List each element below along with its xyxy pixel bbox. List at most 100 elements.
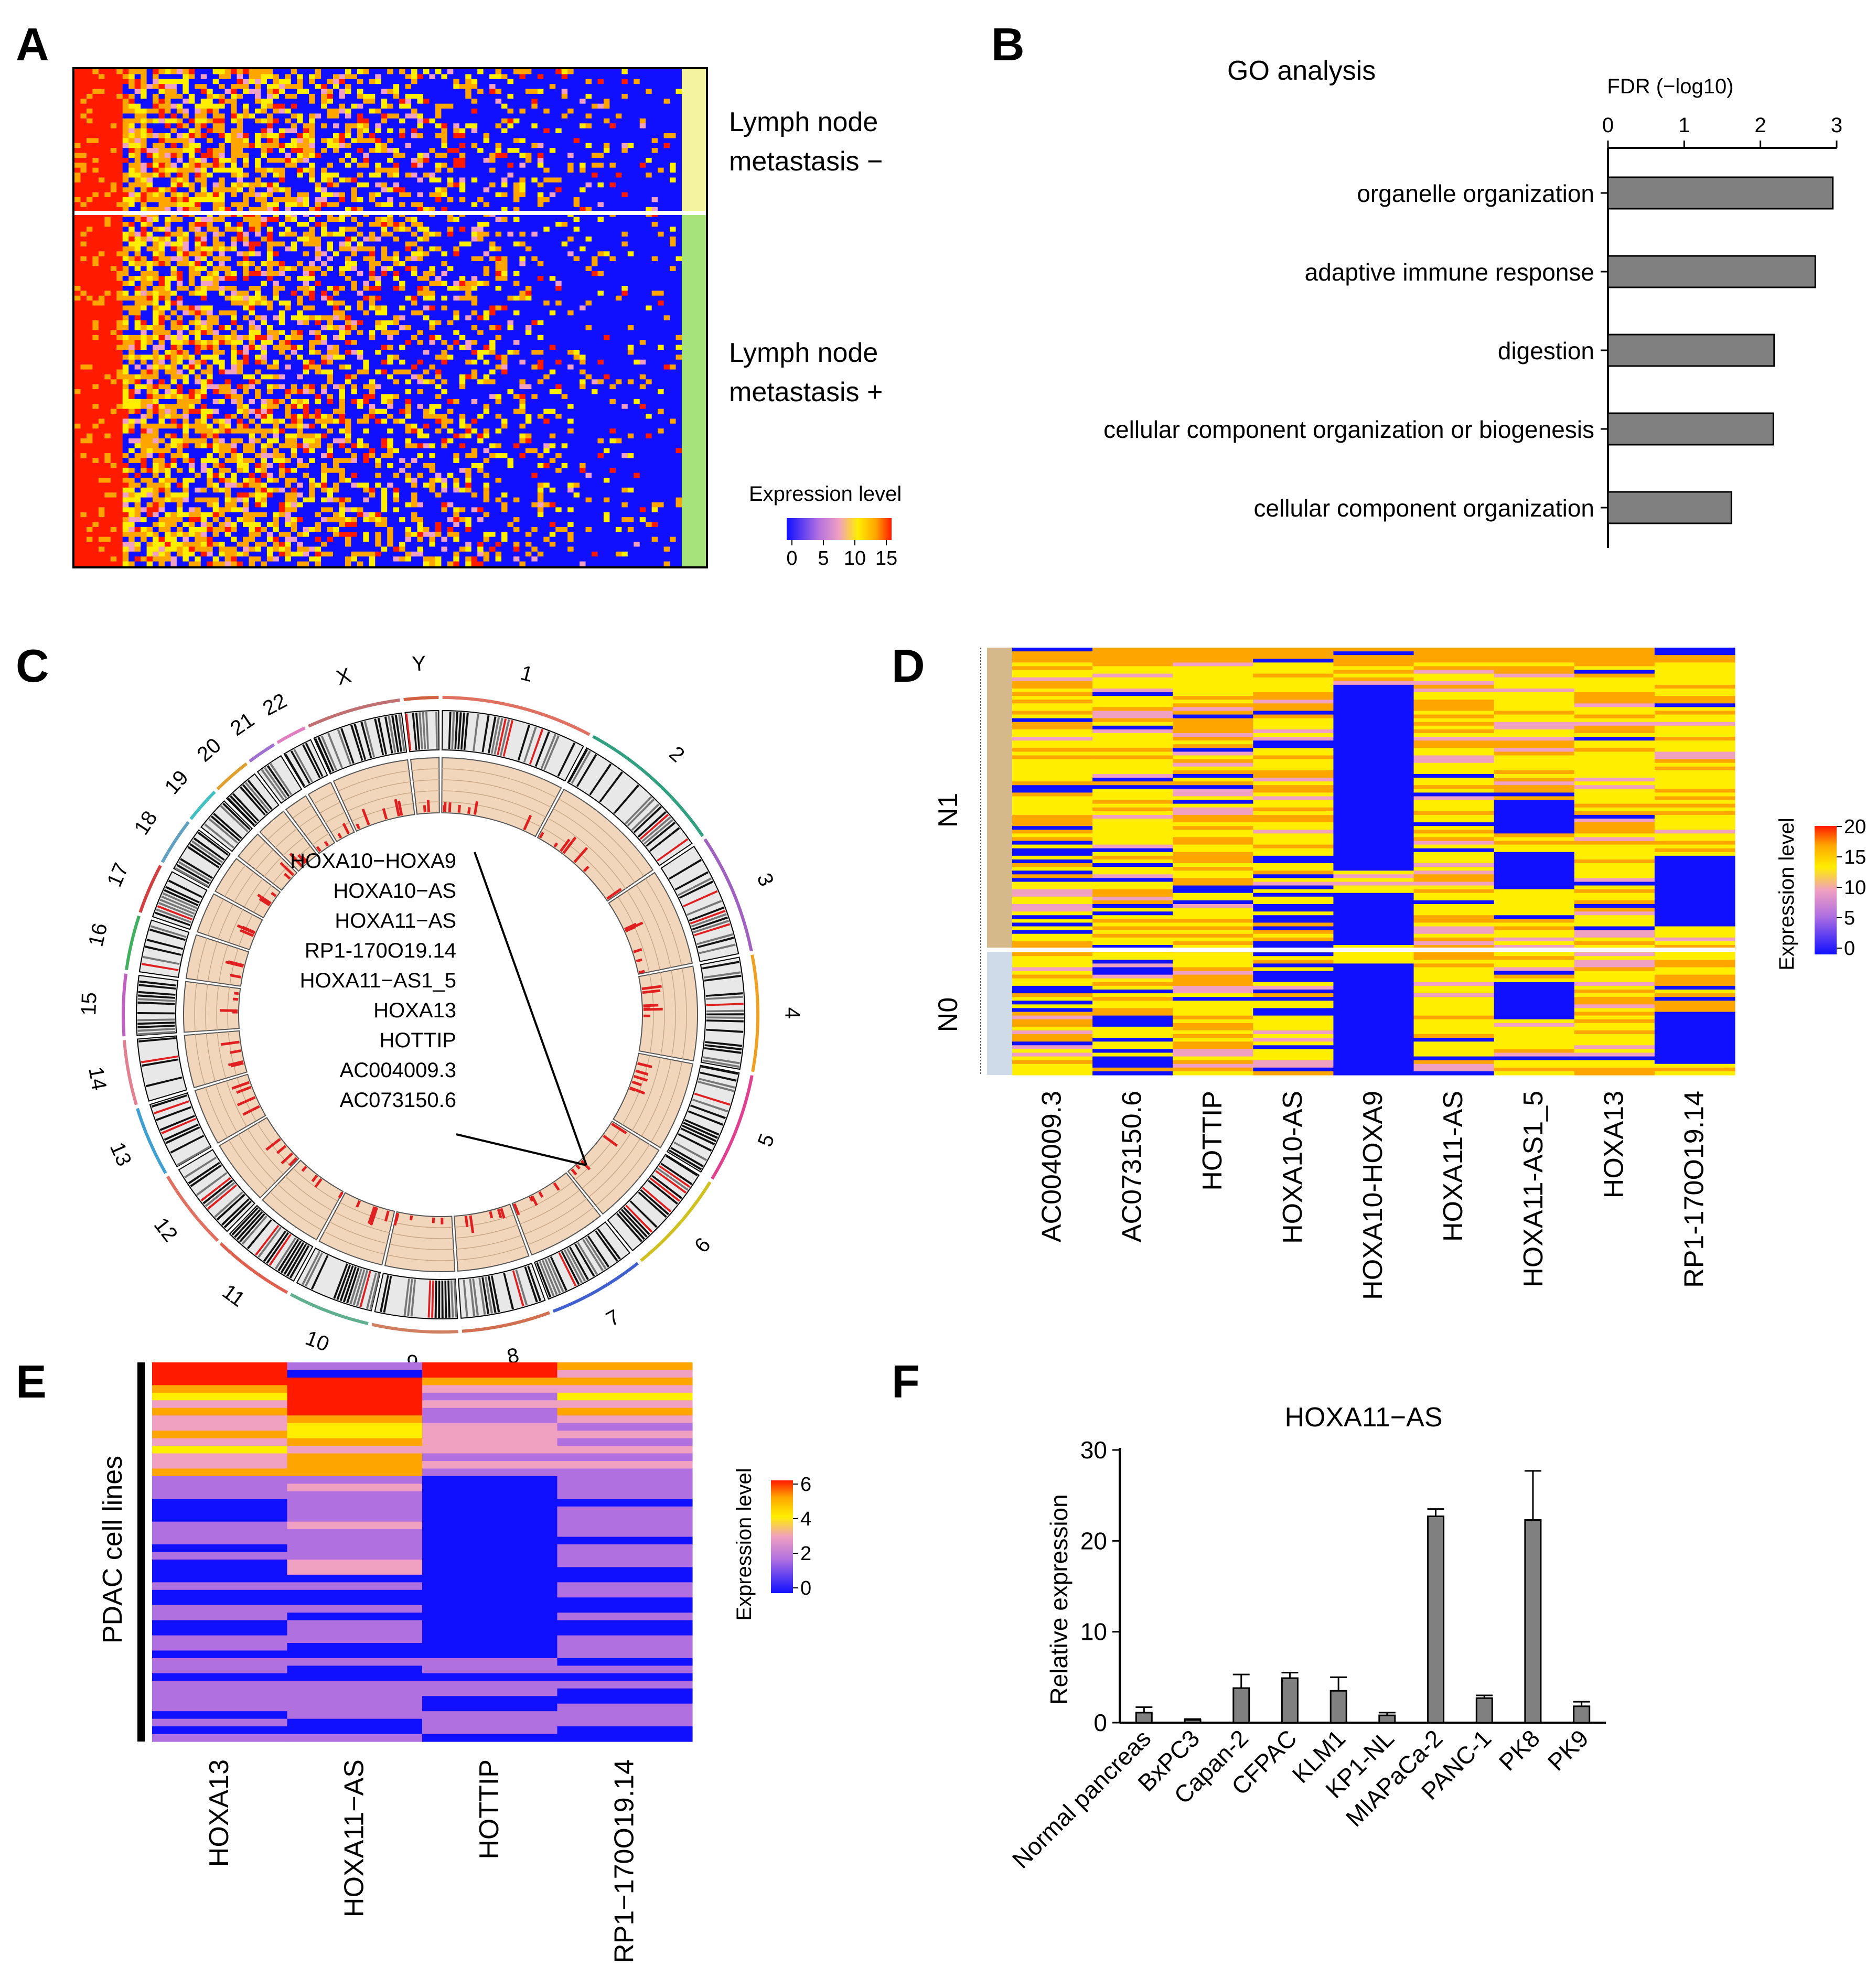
heatmap-a-cell xyxy=(531,118,538,124)
heatmap-a-cell xyxy=(273,246,280,252)
heatmap-a-cell xyxy=(381,305,388,311)
heatmap-a-cell xyxy=(309,256,316,262)
heatmap-a-cell xyxy=(411,182,418,188)
heatmap-a-cell xyxy=(170,153,177,158)
heatmap-a-cell xyxy=(254,310,262,316)
heatmap-a-cell xyxy=(188,128,195,134)
heatmap-a-cell xyxy=(122,271,129,276)
heatmap-a-cell xyxy=(212,163,219,168)
heatmap-a-cell xyxy=(580,167,586,173)
heatmap-a-cell xyxy=(207,89,213,94)
heatmap-a-cell xyxy=(513,138,520,144)
heatmap-a-cell xyxy=(405,99,412,104)
heatmap-a-cell xyxy=(375,148,382,154)
heatmap-a-cell xyxy=(273,118,280,124)
heatmap-a-cell xyxy=(116,99,123,104)
heatmap-a-cell xyxy=(278,261,285,267)
heatmap-a-cell xyxy=(489,109,496,114)
heatmap-a-cell xyxy=(543,133,550,139)
heatmap-a-cell xyxy=(153,99,159,104)
heatmap-a-cell xyxy=(675,99,682,104)
heatmap-a-cell xyxy=(164,291,171,296)
heatmap-a-cell xyxy=(543,182,550,188)
heatmap-a-cell xyxy=(195,276,201,282)
heatmap-a-cell xyxy=(315,192,321,198)
heatmap-a-cell xyxy=(580,79,586,84)
heatmap-a-cell xyxy=(128,138,135,144)
heatmap-a-cell xyxy=(429,241,436,247)
heatmap-a-cell xyxy=(86,157,93,163)
heatmap-a-cell xyxy=(537,148,544,154)
heatmap-a-cell xyxy=(417,251,424,257)
heatmap-a-cell xyxy=(104,157,111,163)
heatmap-a-cell xyxy=(507,99,514,104)
heatmap-a-cell xyxy=(447,93,454,99)
heatmap-a-cell xyxy=(399,167,406,173)
heatmap-a-cell xyxy=(417,173,424,178)
heatmap-a-cell xyxy=(153,192,159,198)
heatmap-a-cell xyxy=(92,187,99,193)
heatmap-a-cell xyxy=(261,221,267,227)
heatmap-a-cell xyxy=(315,79,321,84)
heatmap-a-cell xyxy=(285,74,292,80)
heatmap-a-cell xyxy=(573,217,580,222)
heatmap-a-cell xyxy=(243,192,250,198)
heatmap-a-cell xyxy=(639,266,646,272)
heatmap-a-cell xyxy=(146,167,153,173)
heatmap-a-cell xyxy=(224,197,231,203)
heatmap-a-cell xyxy=(315,187,321,193)
heatmap-a-cell xyxy=(615,246,622,252)
heatmap-a-cell xyxy=(573,79,580,84)
heatmap-a-cell xyxy=(375,133,382,139)
heatmap-a-cell xyxy=(141,143,147,148)
heatmap-a-cell xyxy=(207,123,213,129)
heatmap-a-cell xyxy=(597,133,604,139)
heatmap-a-cell xyxy=(615,173,622,178)
heatmap-a-cell xyxy=(615,163,622,168)
heatmap-a-cell xyxy=(200,148,207,154)
heatmap-a-cell xyxy=(531,138,538,144)
heatmap-a-cell xyxy=(580,300,586,306)
heatmap-a-cell xyxy=(501,177,508,183)
heatmap-a-cell xyxy=(465,305,472,311)
heatmap-a-cell xyxy=(651,123,658,129)
heatmap-a-cell xyxy=(116,123,123,129)
heatmap-a-cell xyxy=(417,246,424,252)
heatmap-a-cell xyxy=(615,217,622,222)
heatmap-a-cell xyxy=(441,99,448,104)
heatmap-a-cell xyxy=(531,192,538,198)
heatmap-a-cell xyxy=(453,237,460,242)
heatmap-a-cell xyxy=(393,197,400,203)
heatmap-a-cell xyxy=(266,113,273,119)
heatmap-a-cell xyxy=(122,89,129,94)
heatmap-a-cell xyxy=(465,271,472,276)
heatmap-a-cell xyxy=(164,99,171,104)
heatmap-a-cell xyxy=(634,163,640,168)
heatmap-a-cell xyxy=(80,148,87,154)
heatmap-a-cell xyxy=(297,271,304,276)
heatmap-a-cell xyxy=(351,207,358,212)
heatmap-a-cell xyxy=(423,123,430,129)
heatmap-a-cell xyxy=(303,221,309,227)
heatmap-a-cell xyxy=(351,153,358,158)
heatmap-a-cell xyxy=(309,89,316,94)
heatmap-a-cell xyxy=(297,89,304,94)
heatmap-a-cell xyxy=(195,113,201,119)
heatmap-a-cell xyxy=(609,221,616,227)
heatmap-a-cell xyxy=(609,167,616,173)
heatmap-a-cell xyxy=(585,291,592,296)
heatmap-a-cell xyxy=(297,217,304,222)
heatmap-a-cell xyxy=(580,256,586,262)
heatmap-a-cell xyxy=(80,281,87,286)
heatmap-a-cell xyxy=(116,133,123,139)
heatmap-a-cell xyxy=(80,69,87,74)
heatmap-a-cell xyxy=(176,113,183,119)
heatmap-a-cell xyxy=(405,261,412,267)
heatmap-a-cell xyxy=(555,285,562,291)
heatmap-a-cell xyxy=(543,157,550,163)
heatmap-a-cell xyxy=(303,295,309,301)
heatmap-a-cell xyxy=(153,221,159,227)
heatmap-a-cell xyxy=(285,237,292,242)
heatmap-a-cell xyxy=(321,153,328,158)
heatmap-a-cell xyxy=(375,295,382,301)
